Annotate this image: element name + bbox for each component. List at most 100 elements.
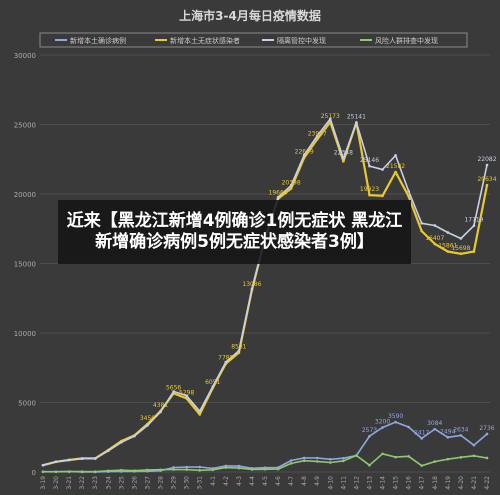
data-point [368,193,371,197]
x-tick-label: 4-15 [393,476,400,490]
data-point [485,432,489,436]
data-point [420,221,424,225]
y-tick-label: 10000 [14,330,36,338]
data-point [198,465,202,469]
y-tick-label: 5000 [18,400,36,408]
x-tick-label: 4-18 [432,476,439,490]
data-label: 19660 [269,190,288,197]
data-point [446,231,450,234]
data-label: 25141 [347,113,366,120]
data-point [381,426,384,429]
data-point [446,457,450,461]
x-tick-label: 4-6 [275,476,282,486]
data-point [381,452,384,456]
headline-text: 近来【黑龙江新增4例确诊1例无症状 黑龙江新增确诊病例5例无症状感染者3例】 [66,211,403,252]
data-point [289,184,293,187]
data-label: 2573 [362,427,377,434]
data-point [276,467,280,471]
data-label: 2736 [479,425,494,432]
data-point [315,456,319,460]
x-tick-label: 4-11 [340,476,347,490]
data-label: 2634 [453,426,468,433]
data-label: 25146 [360,157,379,164]
data-point [407,189,410,193]
data-point [146,424,149,427]
legend: 新增本土确诊病例 新增本土无症状感染者 隔离管控中发现 风险人群排查中发现 [55,36,438,45]
data-point [459,456,463,459]
data-label: 3084 [427,420,442,427]
data-label: 22609 [295,149,314,156]
data-point [368,164,371,168]
data-point [133,469,136,473]
data-point [237,349,241,352]
data-point [106,449,110,453]
x-tick-label: 4-19 [445,476,452,490]
x-tick-label: 3-25 [118,476,125,490]
data-point [54,470,58,474]
data-point [342,456,345,460]
y-tick-label: 25000 [14,122,36,130]
data-point [315,137,319,141]
x-tick-label: 4-5 [262,476,269,486]
data-point [459,237,463,240]
data-point [420,229,424,233]
data-point [93,470,97,474]
data-point [328,461,332,464]
data-point [446,436,450,439]
data-point [472,443,476,447]
data-point [433,427,437,431]
chart-title: 上海市3-4月每日疫情数据 [179,8,321,23]
data-label: 22348 [334,150,353,157]
data-point [407,195,410,198]
data-label: 17719 [464,217,483,224]
data-point [394,420,397,424]
data-point [263,467,267,471]
x-tick-label: 3-19 [40,476,47,490]
data-point [302,459,306,463]
data-point [185,468,188,471]
data-point [120,468,123,472]
data-label: 15861 [438,243,457,250]
data-point [394,170,397,174]
x-tick-label: 4-12 [353,476,360,490]
data-point [420,437,424,440]
x-tick-label: 3-30 [184,476,191,490]
data-point [289,459,293,462]
data-point [93,457,97,460]
data-point [80,470,84,473]
data-point [211,385,215,388]
data-point [472,224,476,228]
data-label: 15698 [451,245,470,252]
data-point [433,224,437,227]
data-point [67,470,71,473]
data-point [342,157,345,160]
x-tick-label: 3-27 [144,476,151,490]
data-label: 7788 [218,355,233,362]
legend-box [39,32,468,48]
data-point [407,425,410,429]
data-point [381,194,384,198]
data-point [120,440,123,444]
data-point [355,454,358,457]
data-point [342,459,345,463]
data-point [355,121,358,124]
data-label: 8581 [231,344,246,351]
data-point [459,252,463,256]
data-point [289,462,293,465]
data-point [407,455,410,458]
data-point [342,160,345,163]
y-tick-label: 20000 [14,191,36,199]
data-point [368,463,371,467]
data-point [198,409,202,413]
data-point [133,434,136,438]
data-point [302,456,306,460]
data-label: 13086 [242,281,261,288]
x-tick-label: 3-29 [171,476,178,490]
x-tick-label: 4-9 [314,476,321,486]
data-point [328,457,332,461]
data-point [159,468,162,472]
data-point [41,470,45,473]
data-label: 4381 [153,402,168,409]
